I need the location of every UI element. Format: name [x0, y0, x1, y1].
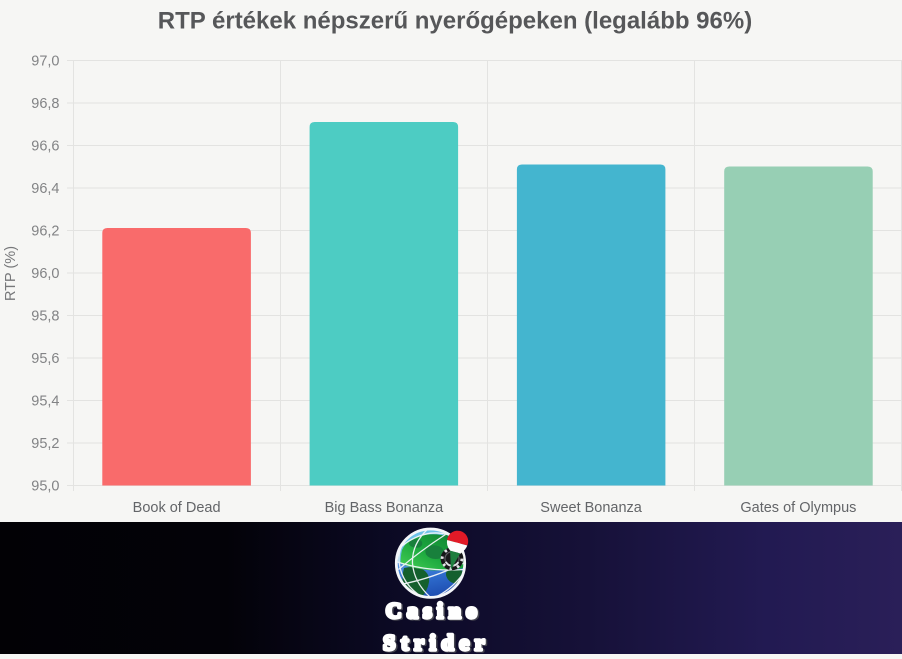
svg-text:96,4: 96,4	[31, 181, 59, 197]
svg-text:95,6: 95,6	[31, 351, 59, 367]
svg-text:Sweet Bonanza: Sweet Bonanza	[540, 500, 643, 516]
svg-text:Casino: Casino	[387, 599, 484, 624]
svg-text:Book of Dead: Book of Dead	[133, 500, 221, 516]
svg-text:RTP értékek népszerű nyerőgépe: RTP értékek népszerű nyerőgépeken (legal…	[158, 8, 752, 35]
svg-text:96,0: 96,0	[31, 266, 59, 282]
svg-text:Strider: Strider	[383, 630, 490, 654]
svg-text:95,2: 95,2	[31, 436, 59, 452]
svg-text:Gates of Olympus: Gates of Olympus	[740, 500, 856, 516]
svg-text:97,0: 97,0	[31, 54, 59, 70]
svg-text:95,0: 95,0	[31, 479, 59, 495]
svg-text:Strider: Strider	[385, 631, 492, 654]
svg-text:Big Bass Bonanza: Big Bass Bonanza	[325, 500, 444, 516]
svg-text:RTP (%): RTP (%)	[3, 246, 19, 301]
svg-text:95,4: 95,4	[31, 394, 59, 410]
svg-text:96,8: 96,8	[31, 96, 59, 112]
svg-text:95,8: 95,8	[31, 309, 59, 325]
svg-text:96,6: 96,6	[31, 139, 59, 155]
svg-text:96,2: 96,2	[31, 224, 59, 240]
svg-text:Casino: Casino	[386, 598, 483, 623]
